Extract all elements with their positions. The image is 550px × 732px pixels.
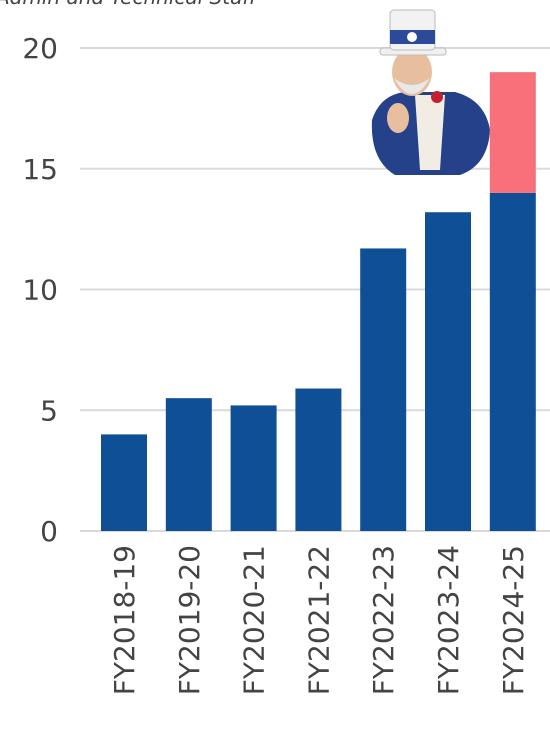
y-tick-label: 10 bbox=[22, 274, 58, 307]
y-tick-label: 5 bbox=[40, 394, 58, 427]
x-tick-label: FY2021-22 bbox=[302, 545, 335, 695]
x-tick-label: FY2019-20 bbox=[173, 545, 206, 695]
y-tick-label: 20 bbox=[22, 32, 58, 65]
bar-segment bbox=[165, 398, 212, 531]
x-tick-label: FY2024-25 bbox=[497, 545, 530, 695]
bar-segment bbox=[425, 212, 471, 531]
shirt bbox=[415, 95, 445, 170]
bar-segment bbox=[489, 192, 536, 531]
bar-segment bbox=[295, 388, 342, 531]
bar-segment bbox=[489, 72, 536, 193]
uncle-sam-illustration bbox=[371, 9, 490, 175]
beard bbox=[394, 78, 430, 94]
chart-subtitle: Admin and Technical Staff bbox=[0, 0, 259, 9]
bar-segment bbox=[101, 434, 147, 531]
hat-star bbox=[407, 32, 417, 42]
y-tick-label: 0 bbox=[40, 515, 58, 548]
x-tick-label: FY2022-23 bbox=[367, 545, 400, 695]
bar-segment bbox=[230, 405, 277, 531]
bow-tie bbox=[431, 91, 443, 103]
bar-segment bbox=[360, 248, 407, 531]
pointing-hand bbox=[387, 103, 409, 133]
x-tick-label: FY2018-19 bbox=[108, 545, 141, 695]
x-tick-label: FY2023-24 bbox=[432, 545, 465, 695]
y-tick-label: 15 bbox=[22, 153, 58, 186]
x-tick-label: FY2020-21 bbox=[238, 545, 271, 695]
